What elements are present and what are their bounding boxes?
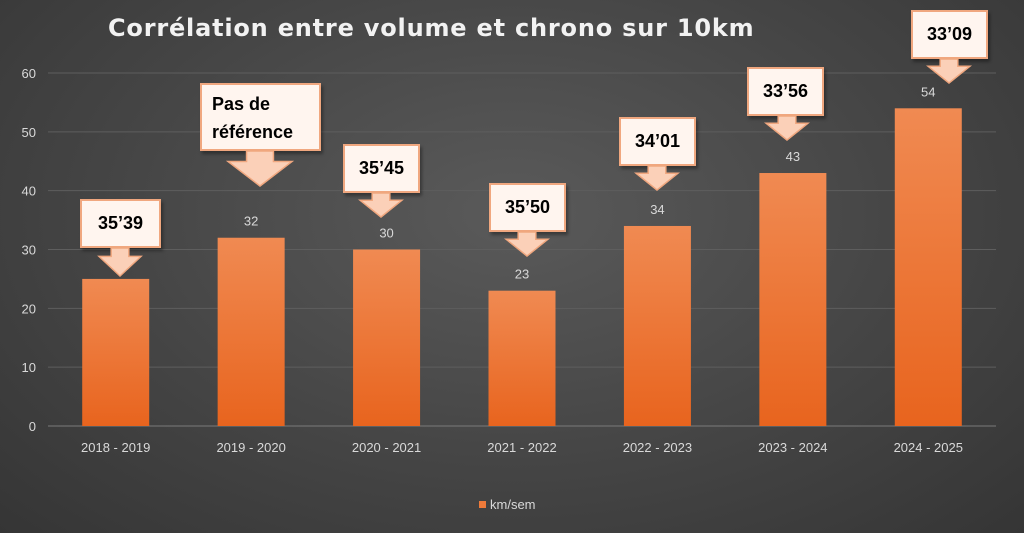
- callout-arrow-shape: [226, 150, 294, 187]
- callout-arrow: [226, 150, 294, 187]
- bar: [353, 249, 421, 426]
- annotation-callout: 35’50: [489, 183, 566, 232]
- callout-arrow-shape: [634, 165, 680, 191]
- callout-arrow-shape: [926, 58, 972, 84]
- bar: [82, 278, 150, 426]
- annotation-callout: 33’56: [747, 67, 824, 116]
- callout-arrow: [764, 115, 810, 141]
- annotation-callout: 34’01: [619, 117, 696, 166]
- chart-title: Corrélation entre volume et chrono sur 1…: [108, 14, 755, 42]
- data-label: 32: [244, 214, 258, 229]
- x-tick-label: 2023 - 2024: [758, 440, 827, 455]
- callout-arrow: [926, 58, 972, 84]
- annotation-callout: 35’45: [343, 144, 420, 193]
- data-label: 30: [379, 226, 393, 241]
- annotation-callout: Pas de référence: [200, 83, 321, 151]
- y-tick-label: 50: [22, 125, 36, 140]
- y-tick-label: 10: [22, 360, 36, 375]
- x-tick-label: 2022 - 2023: [623, 440, 692, 455]
- bar: [759, 173, 827, 426]
- x-tick-label: 2019 - 2020: [216, 440, 285, 455]
- callout-arrow: [97, 247, 143, 278]
- bar: [894, 108, 962, 427]
- callout-arrow-shape: [97, 247, 143, 278]
- bar: [217, 237, 285, 426]
- x-tick-label: 2024 - 2025: [894, 440, 963, 455]
- y-tick-label: 40: [22, 184, 36, 199]
- y-tick-label: 0: [29, 419, 36, 434]
- y-tick-label: 20: [22, 301, 36, 316]
- x-tick-label: 2021 - 2022: [487, 440, 556, 455]
- legend: km/sem: [479, 497, 536, 512]
- y-tick-label: 30: [22, 243, 36, 258]
- x-tick-label: 2020 - 2021: [352, 440, 421, 455]
- callout-arrow-shape: [358, 192, 404, 218]
- callout-arrow: [358, 192, 404, 218]
- data-label: 54: [921, 84, 935, 99]
- callout-arrow: [634, 165, 680, 191]
- x-tick-label: 2018 - 2019: [81, 440, 150, 455]
- legend-swatch: [479, 501, 486, 508]
- callout-arrow-shape: [504, 231, 550, 257]
- bar: [623, 225, 691, 426]
- data-label: 23: [515, 267, 529, 282]
- annotation-callout: 33’09: [911, 10, 988, 59]
- legend-label: km/sem: [490, 497, 536, 512]
- annotation-callout: 35’39: [80, 199, 161, 248]
- callout-arrow-shape: [764, 115, 810, 141]
- y-tick-label: 60: [22, 66, 36, 81]
- data-label: 43: [786, 149, 800, 164]
- callout-arrow: [504, 231, 550, 257]
- data-label: 34: [650, 202, 664, 217]
- bar: [488, 290, 556, 426]
